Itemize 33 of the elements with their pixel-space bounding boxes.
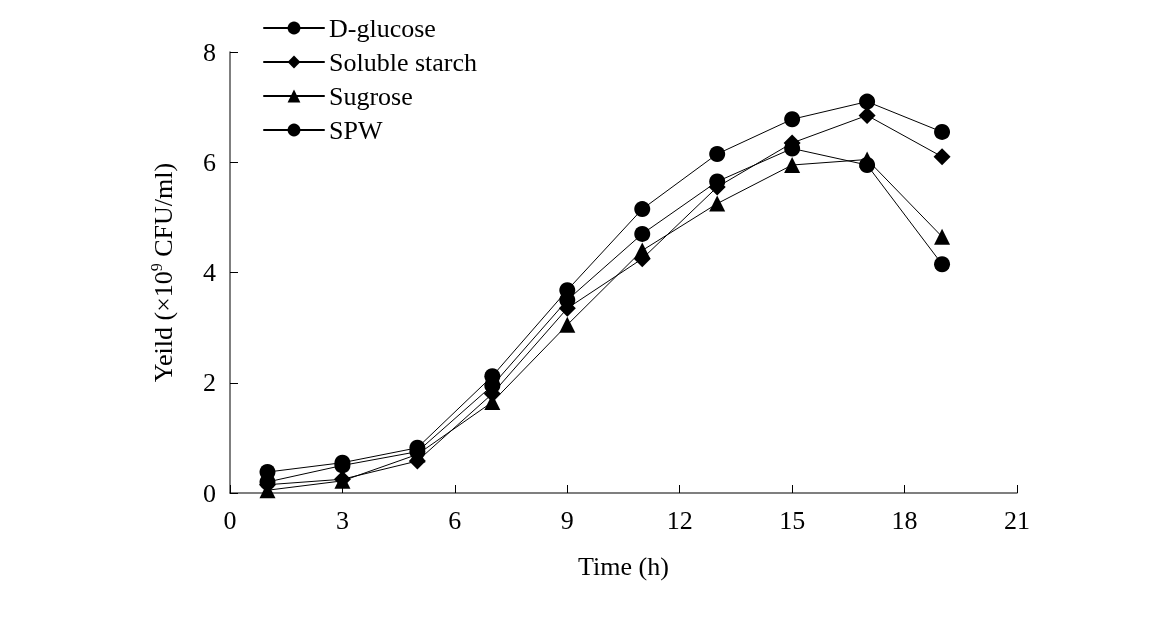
legend-label: D-glucose — [329, 13, 436, 43]
point — [934, 123, 951, 140]
x-tick-label: 9 — [560, 505, 574, 535]
legend-label: Soluble starch — [329, 47, 478, 77]
point — [634, 242, 651, 259]
point — [784, 157, 801, 174]
x-axis-title: Time (h) — [578, 551, 669, 581]
y-tick-label: 2 — [203, 368, 216, 398]
x-tick-label: 18 — [891, 505, 918, 535]
point — [784, 111, 801, 128]
point — [934, 256, 951, 273]
x-tick-label: 3 — [335, 505, 349, 535]
point — [709, 145, 726, 162]
point — [934, 228, 951, 245]
point — [634, 201, 651, 218]
point — [559, 316, 576, 333]
x-tick-label: 12 — [666, 505, 693, 535]
y-tick-label: 8 — [203, 37, 216, 67]
legend-label: Sugrose — [329, 81, 413, 111]
x-tick-label: 21 — [1004, 505, 1030, 535]
legend-label: SPW — [329, 115, 383, 145]
x-tick-label: 15 — [779, 505, 806, 535]
point — [933, 148, 951, 166]
x-tick-label: 6 — [448, 505, 462, 535]
y-tick-label: 6 — [203, 147, 216, 177]
y-tick-label: 0 — [203, 478, 216, 508]
y-axis-title: Yeild (×109 CFU/ml) — [147, 162, 178, 383]
point — [859, 93, 876, 110]
y-tick-label: 4 — [203, 258, 216, 287]
point — [709, 195, 726, 212]
point — [634, 225, 651, 242]
x-tick-label: 0 — [223, 505, 237, 535]
point — [859, 151, 876, 168]
